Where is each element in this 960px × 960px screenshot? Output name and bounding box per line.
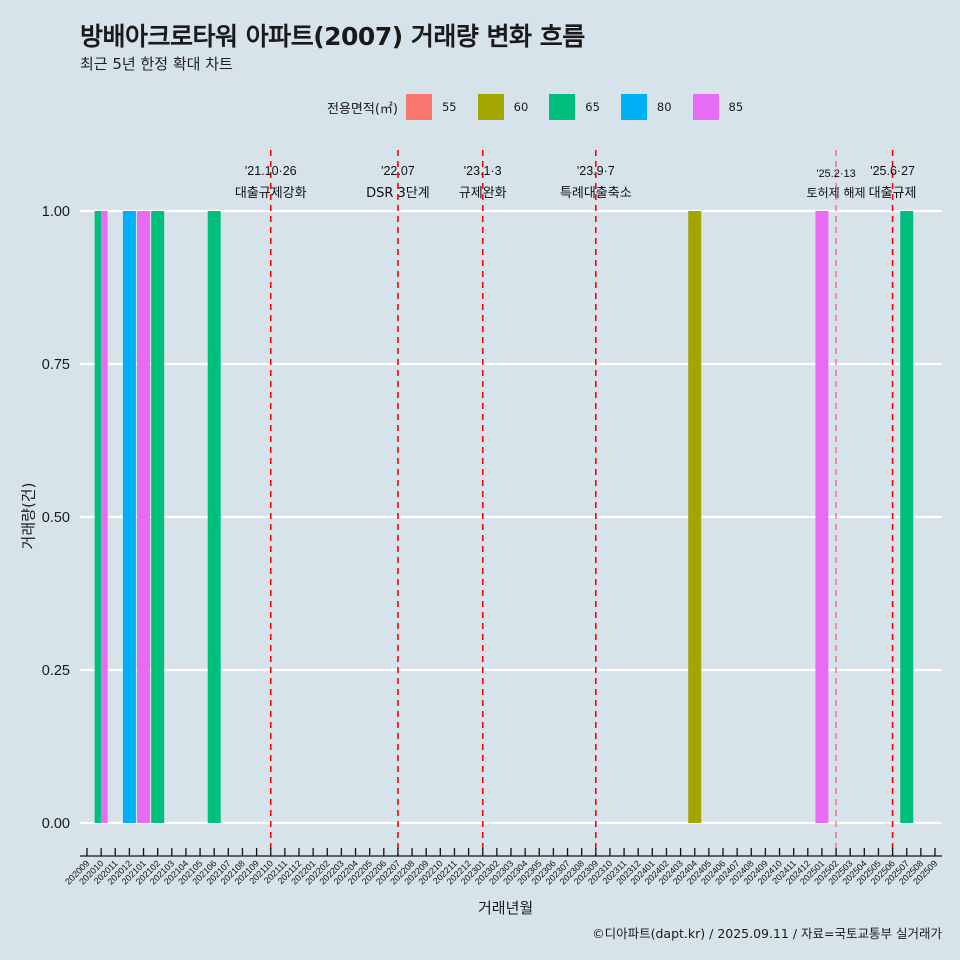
bar-65-202106	[207, 211, 221, 823]
legend-item-85: 85	[692, 94, 762, 120]
x-axis: 2020092020102020112020122021012021022021…	[63, 848, 942, 887]
y-axis-title: 거래량(건)	[19, 482, 38, 550]
legend-label: 55	[441, 100, 457, 114]
chart-subtitle: 최근 5년 한정 확대 차트	[80, 55, 233, 73]
legend-item-80: 80	[620, 94, 690, 120]
event-date-label: '25.6·27	[870, 164, 915, 178]
gridlines	[80, 209, 942, 825]
bar-85-202501	[815, 211, 829, 823]
bar-65-202507	[900, 211, 914, 823]
y-tick-label: 0.50	[42, 510, 70, 526]
event-name-label: 규제완화	[459, 186, 507, 201]
legend-swatch	[405, 94, 432, 120]
chart-title: 방배아크로타워 아파트(2007) 거래량 변화 흐름	[80, 22, 585, 51]
event-lines: '21.10·26 대출규제강화 '22.07 DSR 3단계 '23.1·3 규제완화 '…	[235, 150, 917, 855]
y-axis: 0.00 0.25 0.50 0.75 1.00	[42, 204, 70, 832]
bar-65-202102	[151, 211, 165, 823]
event-name-label: 대출규제강화	[235, 186, 307, 201]
y-tick-label: 0.75	[42, 357, 70, 373]
event-date-label: '22.07	[381, 164, 415, 178]
bar-80-202012	[122, 211, 136, 823]
bar-65-202010	[94, 211, 102, 823]
event-date-label: '25.2·13	[816, 168, 855, 180]
event-date-label: '23.9·7	[577, 164, 615, 178]
legend-swatch	[477, 94, 504, 120]
legend-item-65: 65	[549, 94, 618, 120]
bars	[94, 211, 914, 823]
bar-60-202404	[688, 211, 702, 823]
y-tick-label: 1.00	[42, 204, 70, 220]
legend-swatch	[549, 94, 576, 120]
event-name-label: 특례대출축소	[560, 186, 632, 201]
legend: 전용면적(㎡) 55 60 65 80 85	[327, 93, 764, 121]
y-tick-label: 0.25	[42, 663, 70, 679]
source-footer: ©디아파트(dapt.kr) / 2025.09.11 / 자료=국토교통부 실…	[592, 926, 942, 941]
bar-85-202101	[137, 211, 151, 823]
event-date-label: '23.1·3	[464, 164, 502, 178]
legend-title: 전용면적(㎡)	[327, 101, 398, 117]
legend-label: 65	[585, 100, 600, 114]
legend-swatch	[692, 94, 719, 120]
legend-item-60: 60	[477, 94, 547, 120]
legend-label: 80	[656, 100, 672, 114]
event-name-label: 대출규제	[869, 186, 917, 201]
legend-label: 85	[728, 100, 744, 114]
bar-85-202010	[101, 211, 108, 823]
legend-swatch	[620, 94, 647, 120]
legend-item-55: 55	[405, 94, 475, 120]
event-date-label: '21.10·26	[245, 164, 297, 178]
legend-label: 60	[513, 100, 529, 114]
event-name-label: 토허제 해제	[807, 186, 866, 200]
event-name-label: DSR 3단계	[366, 186, 430, 201]
y-tick-label: 0.00	[42, 816, 70, 832]
x-axis-title: 거래년월	[478, 899, 534, 917]
